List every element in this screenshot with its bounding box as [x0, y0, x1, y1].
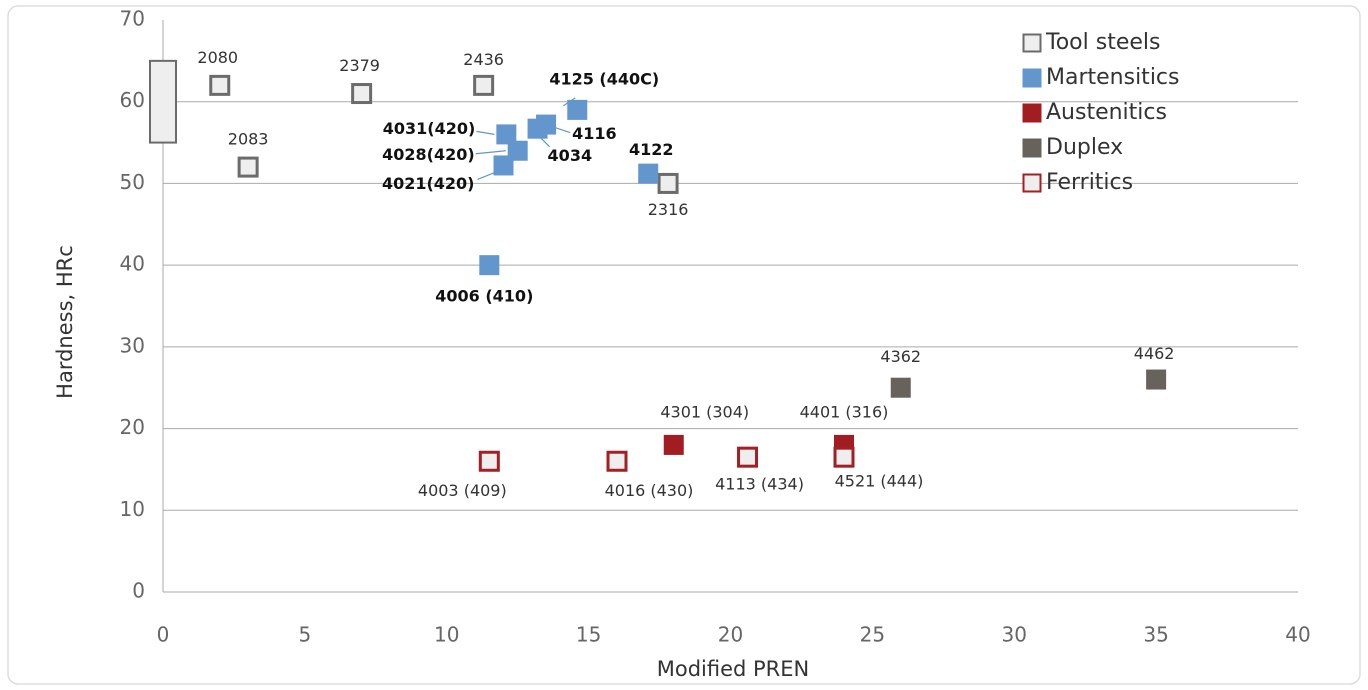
legend-label: Duplex: [1046, 135, 1123, 160]
y-tick-label: 40: [120, 252, 145, 276]
legend-label: Ferritics: [1046, 170, 1133, 195]
marker: [606, 450, 628, 472]
y-tick-label: 0: [132, 579, 145, 603]
leader-line: [477, 170, 498, 181]
point-label: 2436: [463, 50, 504, 69]
point-label: 4031(420): [383, 119, 476, 138]
y-tick-label: 50: [120, 170, 145, 194]
leader-line: [476, 130, 495, 135]
legend-swatch: [1022, 138, 1042, 158]
x-tick-label: 30: [1002, 623, 1027, 647]
y-axis-title: Hardness, HRc: [53, 245, 77, 399]
marker: [473, 74, 495, 96]
y-tick-label: 70: [120, 7, 145, 31]
point-label: 4021(420): [382, 174, 475, 193]
point-label: 4006 (410): [435, 287, 533, 306]
marker: [479, 255, 500, 276]
leader-line: [475, 150, 506, 155]
marker: [496, 124, 517, 145]
x-tick-label: 15: [576, 623, 601, 647]
marker: [478, 450, 500, 472]
point-label: 2379: [339, 56, 380, 75]
marker: [657, 172, 679, 194]
legend-swatch: [1022, 33, 1042, 53]
marker: [351, 83, 373, 105]
point-label: 4362: [880, 347, 921, 366]
legend-label: Martensitics: [1046, 65, 1179, 90]
marker: [890, 377, 911, 398]
point-label: 4028(420): [382, 145, 475, 164]
marker: [567, 99, 588, 120]
x-tick-label: 0: [157, 623, 170, 647]
y-tick-label: 20: [120, 415, 145, 439]
leader-line: [562, 97, 576, 107]
point-label: 4521 (444): [835, 472, 924, 491]
marker: [209, 74, 231, 96]
point-label: 4016 (430): [605, 481, 694, 500]
range-bar: [149, 59, 177, 144]
marker: [833, 446, 855, 468]
leader-line: [551, 126, 571, 134]
point-label: 4113 (434): [715, 475, 804, 494]
y-tick-label: 30: [120, 333, 145, 357]
marker: [527, 118, 548, 139]
point-label: 4301 (304): [660, 402, 749, 421]
x-tick-label: 35: [1143, 623, 1168, 647]
point-label: 4034: [548, 146, 593, 165]
legend-label: Tool steels: [1045, 30, 1160, 55]
point-label: 4125 (440C): [549, 69, 659, 88]
legend-swatch: [1022, 68, 1042, 88]
leader-line: [539, 136, 550, 148]
marker: [237, 156, 259, 178]
x-tick-label: 40: [1285, 623, 1310, 647]
legend-swatch: [1022, 103, 1042, 123]
y-tick-label: 10: [120, 497, 145, 521]
x-tick-label: 10: [434, 623, 459, 647]
marker: [737, 446, 759, 468]
point-label: 2316: [648, 200, 689, 219]
x-tick-label: 20: [718, 623, 743, 647]
point-label: 4003 (409): [418, 481, 507, 500]
x-tick-label: 5: [299, 623, 312, 647]
legend-swatch: [1022, 173, 1042, 193]
point-label: 4116: [572, 124, 617, 143]
y-tick-label: 60: [120, 88, 145, 112]
legend-label: Austenitics: [1046, 100, 1167, 125]
point-label: 2083: [228, 130, 269, 149]
marker: [663, 434, 684, 455]
marker: [493, 155, 514, 176]
point-label: 2080: [197, 48, 238, 67]
marker: [1146, 369, 1167, 390]
x-axis-title: Modified PREN: [657, 657, 810, 681]
x-tick-label: 25: [860, 623, 885, 647]
marker: [638, 163, 659, 184]
point-label: 4462: [1134, 344, 1175, 363]
point-label: 4122: [629, 140, 674, 159]
point-label: 4401 (316): [800, 402, 889, 421]
frame: [7, 5, 1361, 685]
